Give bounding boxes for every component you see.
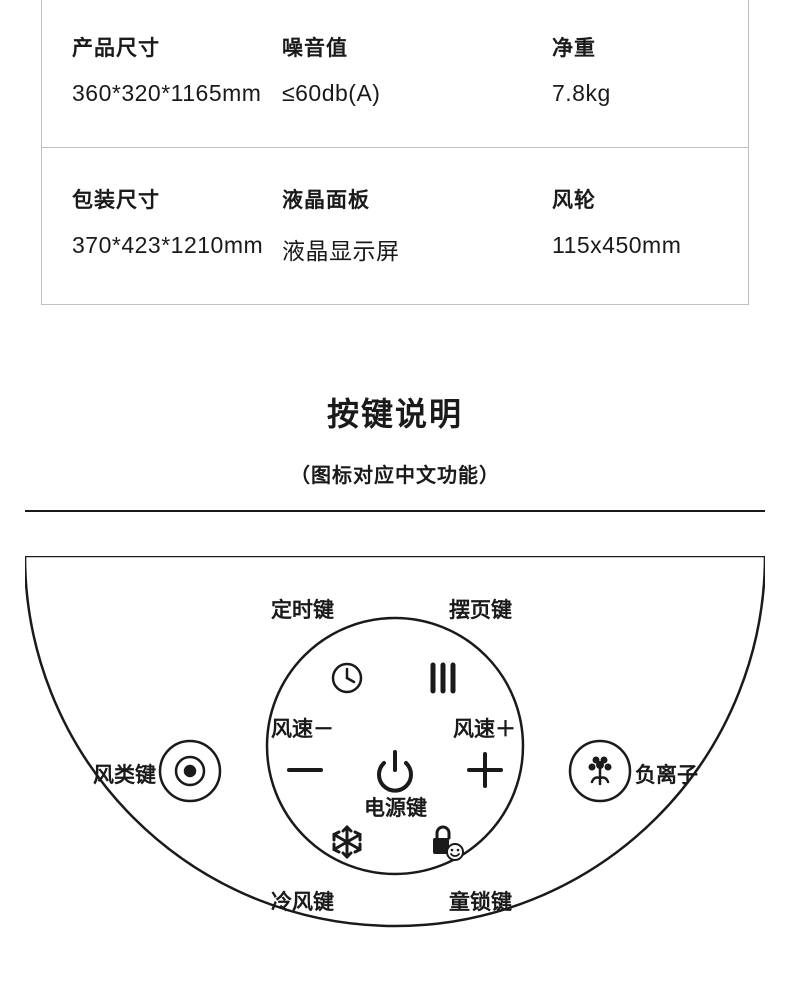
- spec-table: 产品尺寸 360*320*1165mm 噪音值 ≤60db(A) 净重 7.8k…: [41, 0, 749, 305]
- speed-up-icon: [469, 754, 501, 786]
- cool-icon: [334, 827, 360, 857]
- spec-value: 液晶显示屏: [282, 232, 552, 266]
- panel-outline: [25, 556, 765, 926]
- spec-value: 360*320*1165mm: [72, 80, 282, 107]
- divider: [25, 510, 765, 512]
- center-ring: [267, 618, 523, 874]
- spec-value: 115x450mm: [552, 232, 748, 259]
- power-icon: [379, 752, 411, 791]
- label-timer: 定时键: [271, 594, 334, 624]
- spec-label: 液晶面板: [282, 184, 552, 214]
- label-anion: 负离子: [635, 759, 698, 789]
- section-subtitle: （图标对应中文功能）: [0, 459, 790, 488]
- wind-type-button[interactable]: [160, 741, 220, 801]
- spec-value: 7.8kg: [552, 80, 748, 107]
- spec-cell: 包装尺寸 370*423*1210mm: [72, 184, 282, 266]
- label-cool: 冷风键: [271, 886, 334, 916]
- spec-cell: 风轮 115x450mm: [552, 184, 748, 266]
- spec-cell: 产品尺寸 360*320*1165mm: [72, 32, 282, 107]
- label-swing: 摆页键: [449, 594, 512, 624]
- spec-label: 产品尺寸: [72, 32, 282, 62]
- label-speed-down: 风速－: [271, 713, 334, 743]
- anion-button[interactable]: [570, 741, 630, 801]
- spec-label: 净重: [552, 32, 748, 62]
- section-title: 按键说明: [0, 389, 790, 435]
- spec-cell: 净重 7.8kg: [552, 32, 748, 107]
- label-wind-type: 风类键: [93, 759, 156, 789]
- child-lock-icon: [433, 827, 463, 860]
- swing-icon: [433, 665, 453, 691]
- spec-cell: 噪音值 ≤60db(A): [282, 32, 552, 107]
- control-panel-diagram: 定时键 摆页键 风速－ 风速＋ 电源键 冷风键 童锁键 风类键 负离子: [25, 556, 765, 976]
- spec-label: 包装尺寸: [72, 184, 282, 214]
- spec-cell: 液晶面板 液晶显示屏: [282, 184, 552, 266]
- spec-label: 风轮: [552, 184, 748, 214]
- label-power: 电源键: [364, 792, 427, 822]
- label-speed-up: 风速＋: [453, 713, 516, 743]
- spec-value: 370*423*1210mm: [72, 232, 282, 259]
- label-lock: 童锁键: [449, 886, 512, 916]
- spec-value: ≤60db(A): [282, 80, 552, 107]
- spec-label: 噪音值: [282, 32, 552, 62]
- spec-row: 包装尺寸 370*423*1210mm 液晶面板 液晶显示屏 风轮 115x45…: [42, 147, 748, 304]
- spec-row: 产品尺寸 360*320*1165mm 噪音值 ≤60db(A) 净重 7.8k…: [42, 0, 748, 147]
- timer-icon: [333, 664, 361, 692]
